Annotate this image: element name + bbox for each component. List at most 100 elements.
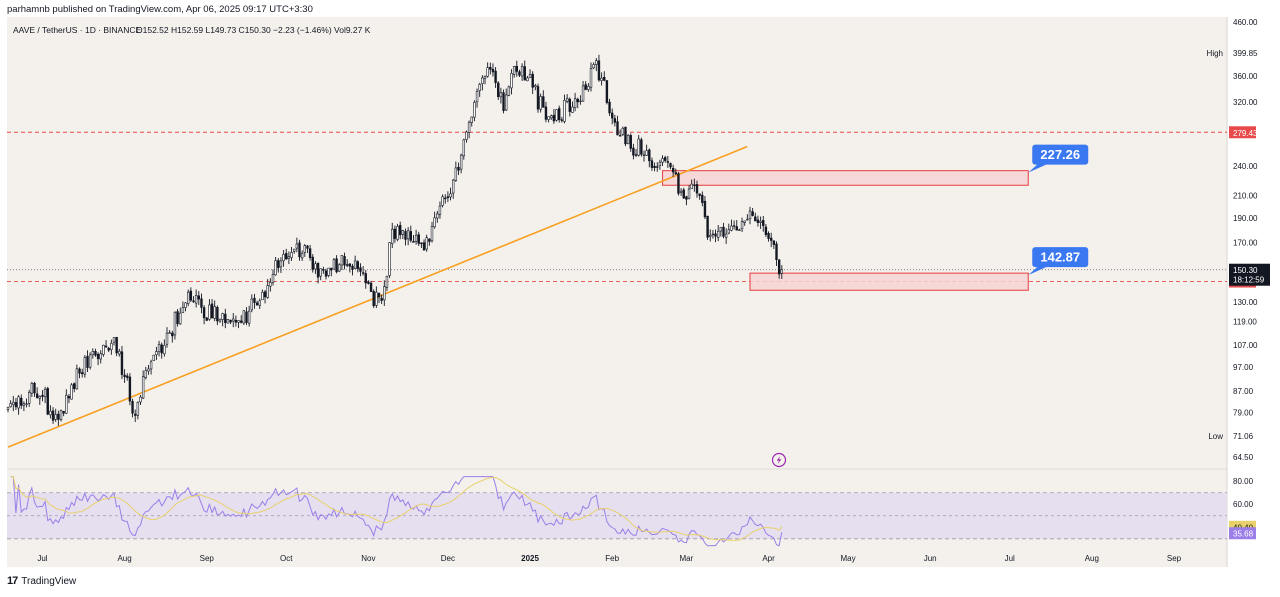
candle [428,238,431,246]
y-tick-label: 107.00 [1233,341,1258,350]
candle [756,215,760,227]
candle [96,352,100,366]
candle [698,193,701,200]
candle [645,144,648,156]
candle [515,60,519,77]
price-zone[interactable] [749,272,1029,291]
candle [393,225,397,243]
candle [690,179,693,190]
lightning-icon[interactable] [771,452,787,468]
candle [510,69,513,95]
candle [43,386,47,404]
candle [263,290,267,304]
candle [595,58,598,72]
candle [348,263,352,273]
candle [385,275,389,292]
candle [78,367,81,379]
candle [481,75,484,91]
candle [656,162,659,172]
symbol-title[interactable]: AAVE / TetherUS · 1D · BINANCE [13,25,141,35]
candle [345,259,349,268]
candle [650,157,654,171]
candle [420,242,423,248]
trendline[interactable] [7,145,748,448]
candle [589,62,593,92]
candle [780,265,784,279]
candle [279,257,283,273]
candle [73,382,76,393]
candle [542,90,545,108]
candle [316,262,320,284]
candle [398,221,402,240]
candle [518,69,521,78]
candle [772,240,776,250]
candle [216,305,219,326]
candle [613,114,617,127]
last-price-badge [1229,263,1270,286]
candle [534,83,537,91]
candle [269,278,272,292]
candle [671,164,675,177]
y-tick-label: 460.00 [1233,18,1258,27]
candle [473,100,476,122]
y-tick-label: 71.06 [1233,432,1254,441]
candle [308,244,312,261]
x-tick-label: Jul [1005,554,1015,563]
callout-label: 227.26 [1040,147,1080,162]
price-zone[interactable] [661,170,1029,186]
candle [367,280,370,285]
candle [597,54,601,82]
candle [730,219,733,232]
candle [449,187,452,201]
x-tick-label: 2025 [521,554,539,563]
candle [338,263,341,273]
candle [724,228,728,244]
candle [404,228,407,246]
candle [483,75,487,85]
candle [261,289,264,301]
ohlc-values: O152.52 H152.59 L149.73 C150.30 −2.23 (−… [136,25,371,35]
rsi-line [10,476,783,547]
candle [550,114,553,120]
x-tick-label: Jun [924,554,937,563]
candle [470,116,473,127]
x-tick-label: Jul [37,554,47,563]
candle [194,289,198,308]
candle [661,155,664,166]
y-tick-label: 64.50 [1233,453,1254,462]
tradingview-logo[interactable]: 17 TradingView [7,575,76,587]
candle [255,300,259,306]
price-callout[interactable]: 227.26 [1028,144,1089,173]
candle [295,237,299,253]
candle [444,194,447,204]
candle [491,63,495,77]
candle [621,126,625,136]
candle [9,400,12,408]
candle [202,305,206,325]
candle [722,222,725,239]
candle [240,315,243,324]
candle [107,346,110,353]
candle [703,196,707,220]
candle [711,229,715,239]
candle [234,315,238,327]
candle [430,221,434,243]
candle [504,88,508,111]
candle [677,172,680,196]
price-callout[interactable]: 142.87 [1028,247,1089,276]
candle [22,401,26,412]
y-tick-label: 130.00 [1233,298,1258,307]
candle [467,120,471,139]
candle [102,344,105,357]
brand-bar: 17 TradingView [0,570,1280,592]
candle [552,108,556,124]
candle [361,266,365,276]
candle [751,207,754,217]
candle [33,381,36,397]
x-tick-label: Aug [117,554,131,563]
y-tick-label: 279.43 [1233,129,1258,138]
candle [735,220,738,231]
candle [266,279,269,299]
